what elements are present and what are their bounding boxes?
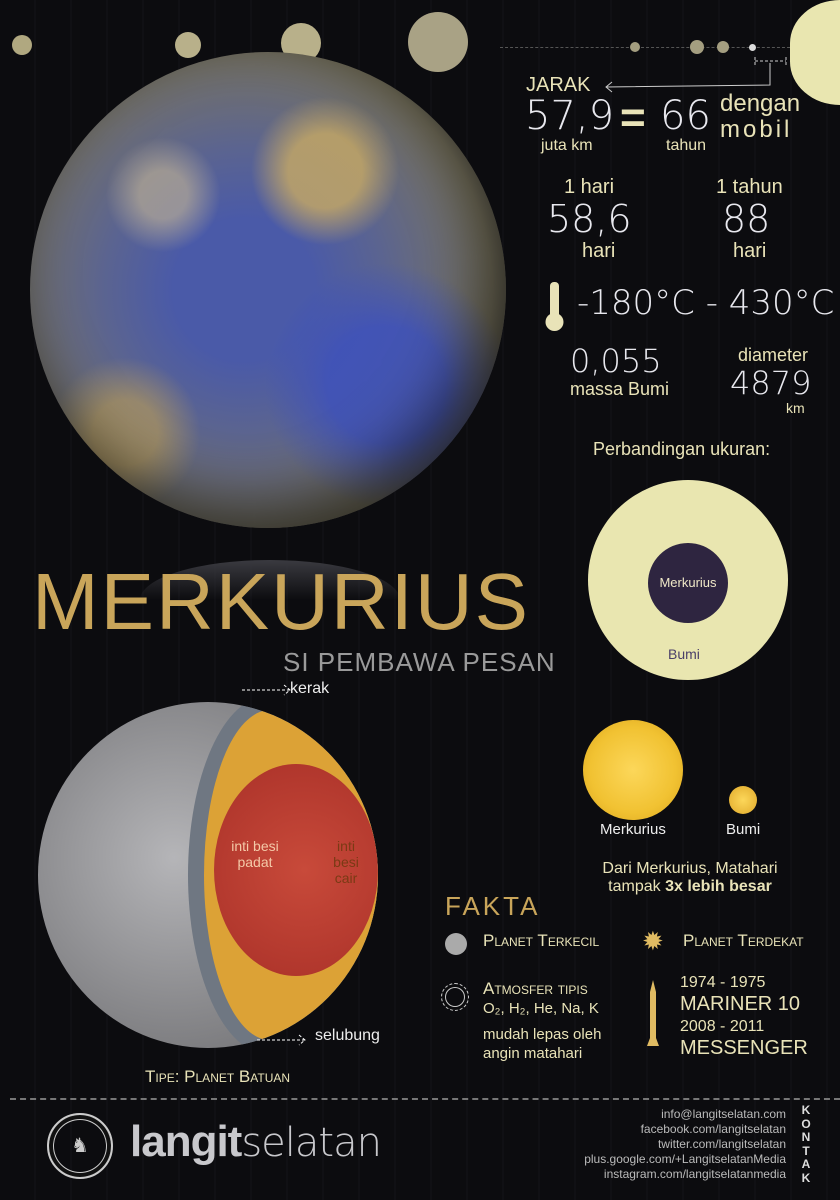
sun-caption-line-1: Dari Merkurius, Matahari xyxy=(602,860,778,877)
contact-label: KONTAK xyxy=(801,1103,811,1185)
contact-twitter[interactable]: twitter.com/langitselatan xyxy=(657,1137,786,1151)
day-label: 1 hari xyxy=(564,176,615,198)
mission-2-years: 2008 - 2011 xyxy=(680,1018,765,1035)
mercury-dot xyxy=(749,44,756,51)
car-label-2: mobil xyxy=(720,116,793,143)
small-planet-icon xyxy=(445,933,467,955)
car-label: dengan xyxy=(720,90,801,117)
sun-caption-line-2: tampak 3x lebih besar xyxy=(608,877,772,895)
mercury-cutaway-diagram xyxy=(38,702,378,1048)
diameter-label: diameter xyxy=(738,345,809,365)
contact-email[interactable]: info@langitselatan.com xyxy=(661,1107,786,1121)
mass-value: 0,055 xyxy=(570,342,662,380)
planet-orb xyxy=(408,12,468,72)
contact-instagram[interactable]: instagram.com/langitselatanmedia xyxy=(603,1167,786,1181)
fact-atmosphere: Atmosfer tipis xyxy=(483,979,588,998)
crust-pointer xyxy=(242,684,291,696)
page-subtitle: SI PEMBAWA PESAN xyxy=(283,647,556,677)
sun-label-mercury: Merkurius xyxy=(600,821,666,838)
planet-dot xyxy=(690,40,704,54)
fact-gases: O₂, H₂, He, Na, K xyxy=(483,1000,599,1017)
distance-label: JARAK xyxy=(526,74,591,96)
day-value: 58,6 xyxy=(547,197,632,241)
mantle-pointer xyxy=(257,1034,306,1046)
mercury-globe-image xyxy=(30,52,506,528)
mercury-size-circle: Merkurius xyxy=(648,543,728,623)
year-value: 88 xyxy=(722,197,771,241)
mission-1-name: MARINER 10 xyxy=(680,993,801,1015)
comparison-title: Perbandingan ukuran: xyxy=(593,439,771,459)
planet-dot xyxy=(630,42,640,52)
car-years-unit: tahun xyxy=(666,137,707,154)
mantle-label: selubung xyxy=(315,1027,380,1044)
planet-orb xyxy=(175,32,201,58)
fact-escape-1: mudah lepas oleh xyxy=(483,1026,602,1043)
year-label: 1 tahun xyxy=(716,176,783,198)
planet-orb xyxy=(12,35,32,55)
temperature-range: -180°C - 430°C xyxy=(577,283,835,323)
distance-value: 57,9 xyxy=(525,93,615,139)
day-unit: hari xyxy=(582,240,616,262)
outer-core-label: inti besi cair xyxy=(333,838,359,886)
fact-closest: Planet Terdekat xyxy=(683,931,804,950)
sun-icon: ✹ xyxy=(642,926,664,956)
year-unit: hari xyxy=(733,240,767,262)
thermometer-icon xyxy=(545,282,564,331)
mass-unit: massa Bumi xyxy=(570,379,670,399)
diameter-value: 4879 xyxy=(730,364,812,402)
distance-arrow xyxy=(605,57,787,93)
planet-dot xyxy=(717,41,729,53)
atmosphere-icon xyxy=(441,983,469,1011)
langitselatan-logo: ♞ xyxy=(47,1113,113,1179)
sun-label-earth: Bumi xyxy=(726,821,761,838)
brand-light: selatan xyxy=(241,1120,382,1166)
sun-caption: Dari Merkurius, Matahari tampak 3x lebih … xyxy=(575,860,805,895)
earth-size-label: Bumi xyxy=(668,646,700,662)
planet-type: Tipe: Planet Batuan xyxy=(145,1067,291,1086)
mission-2-name: MESSENGER xyxy=(680,1037,808,1059)
brand-name: langitselatan xyxy=(130,1117,382,1166)
page-title: MERKURIUS xyxy=(32,557,531,646)
fact-escape-2: angin matahari xyxy=(483,1045,583,1062)
contact-googleplus[interactable]: plus.google.com/+LangitselatanMedia xyxy=(584,1152,786,1166)
brand-bold: langit xyxy=(130,1117,242,1166)
sun-from-mercury xyxy=(583,720,683,820)
contact-facebook[interactable]: facebook.com/langitselatan xyxy=(640,1122,786,1136)
inner-core-label: inti besi padat xyxy=(231,838,279,870)
facts-heading: FAKTA xyxy=(445,891,541,921)
mercury-size-label: Merkurius xyxy=(659,574,717,590)
equals-sign: = xyxy=(620,93,646,142)
crust-label: kerak xyxy=(290,680,330,697)
sun-from-earth xyxy=(729,786,757,814)
rocket-icon xyxy=(647,980,659,1046)
orbit-line xyxy=(500,47,790,48)
distance-unit: juta km xyxy=(541,137,593,154)
car-years-value: 66 xyxy=(660,93,711,139)
fact-smallest: Planet Terkecil xyxy=(483,931,600,950)
diameter-unit: km xyxy=(786,400,805,416)
footer-divider xyxy=(10,1098,840,1100)
mission-1-years: 1974 - 1975 xyxy=(680,974,766,991)
